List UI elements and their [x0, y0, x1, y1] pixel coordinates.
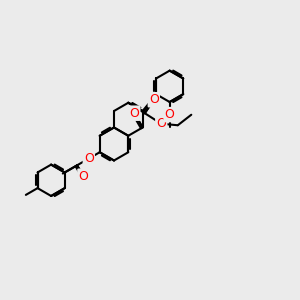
Text: O: O: [129, 107, 139, 120]
Text: O: O: [156, 117, 166, 130]
Text: O: O: [79, 170, 88, 183]
Text: O: O: [149, 93, 159, 106]
Text: O: O: [84, 152, 94, 165]
Text: O: O: [165, 108, 175, 121]
